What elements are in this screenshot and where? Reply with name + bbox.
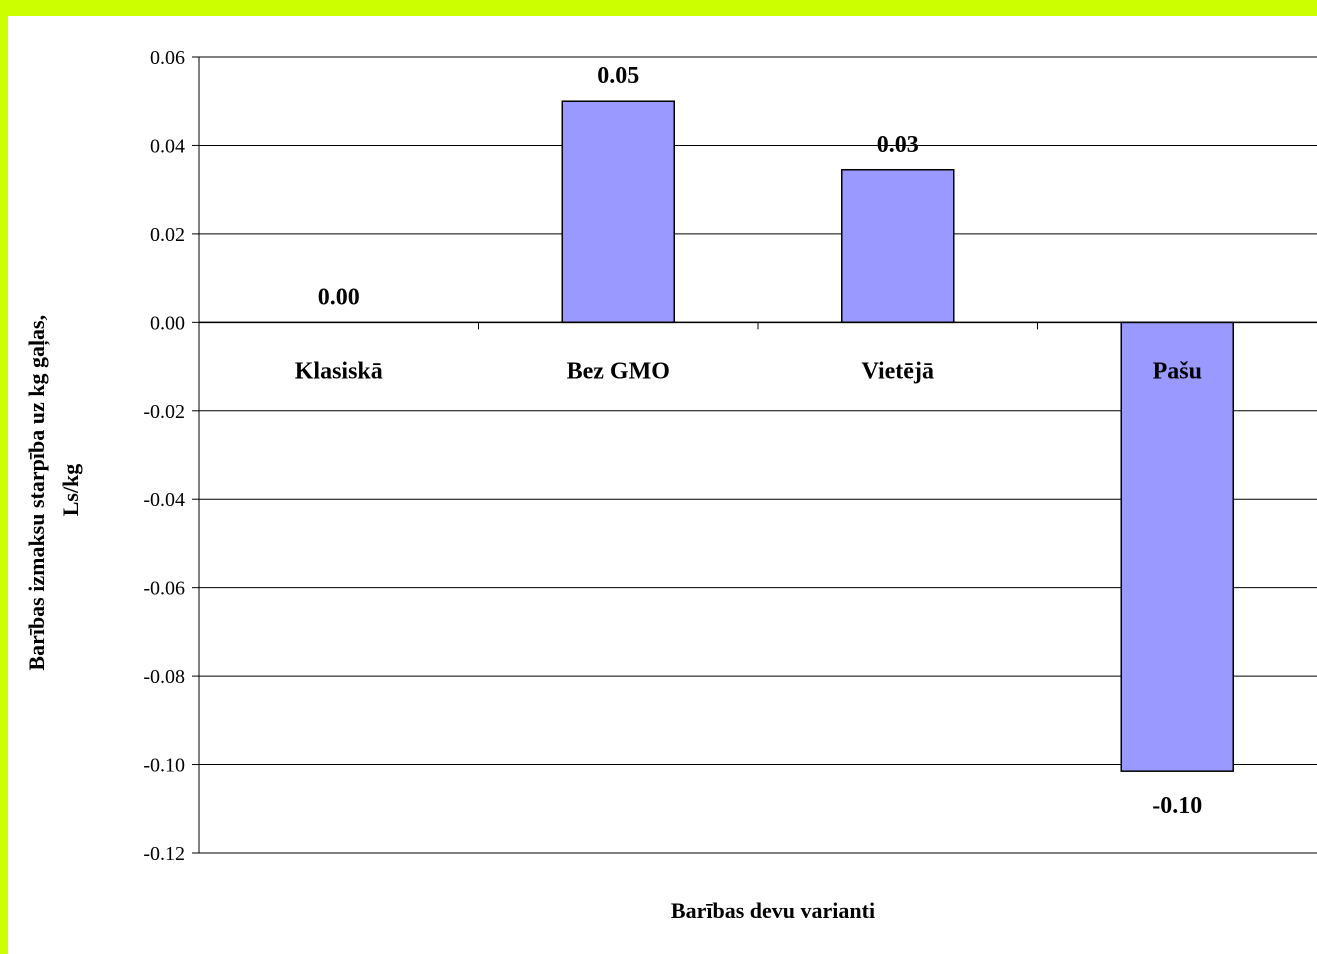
y-tick-label: 0.00 bbox=[150, 312, 185, 334]
y-axis-title: Barības izmaksu starpība uz kg gaļas, Ls… bbox=[24, 309, 83, 670]
y-tick-label: -0.08 bbox=[143, 666, 185, 688]
data-label: 0.05 bbox=[597, 63, 639, 89]
y-tick-label: -0.06 bbox=[143, 578, 185, 600]
bar bbox=[841, 169, 955, 324]
chart-frame: 0.06 0.04 0.02 0.00 -0.02 -0.04 -0.06 -0.08 -0.1… bbox=[8, 16, 1317, 954]
category-label: Vietējā bbox=[862, 358, 934, 384]
y-tick-label: -0.04 bbox=[143, 489, 185, 511]
category-label: Bez GMO bbox=[567, 358, 670, 384]
y-tick-label: -0.10 bbox=[143, 755, 185, 777]
category-label: Klasiskā bbox=[295, 358, 383, 384]
bar bbox=[1120, 321, 1234, 772]
data-label: 0.03 bbox=[877, 132, 919, 158]
data-label: -0.10 bbox=[1152, 793, 1202, 819]
bar bbox=[561, 100, 675, 324]
y-tick-label: 0.04 bbox=[150, 135, 185, 157]
x-axis bbox=[199, 321, 1317, 330]
data-labels: 0.00 0.05 0.03 -0.10 bbox=[318, 63, 1203, 819]
x-axis-title: Barības devu varianti bbox=[671, 898, 875, 923]
bars bbox=[561, 100, 1234, 772]
y-tick-label: -0.02 bbox=[143, 401, 185, 423]
category-labels: Klasiskā Bez GMO Vietējā Pašu bbox=[295, 358, 1202, 384]
y-tick-label: 0.06 bbox=[150, 47, 185, 69]
bar-chart: 0.06 0.04 0.02 0.00 -0.02 -0.04 -0.06 -0.08 -0.1… bbox=[24, 47, 1317, 923]
category-label: Pašu bbox=[1153, 358, 1202, 384]
y-axis-title-line-1: Barības izmaksu starpība uz kg gaļas, bbox=[24, 315, 50, 671]
y-tick-label: 0.02 bbox=[150, 224, 185, 246]
data-label: 0.00 bbox=[318, 284, 360, 310]
y-tick-label: -0.12 bbox=[143, 843, 185, 865]
y-axis-title-line-2: Ls/kg bbox=[58, 464, 83, 517]
y-axis: 0.06 0.04 0.02 0.00 -0.02 -0.04 -0.06 -0.08 -0.1… bbox=[143, 47, 200, 865]
